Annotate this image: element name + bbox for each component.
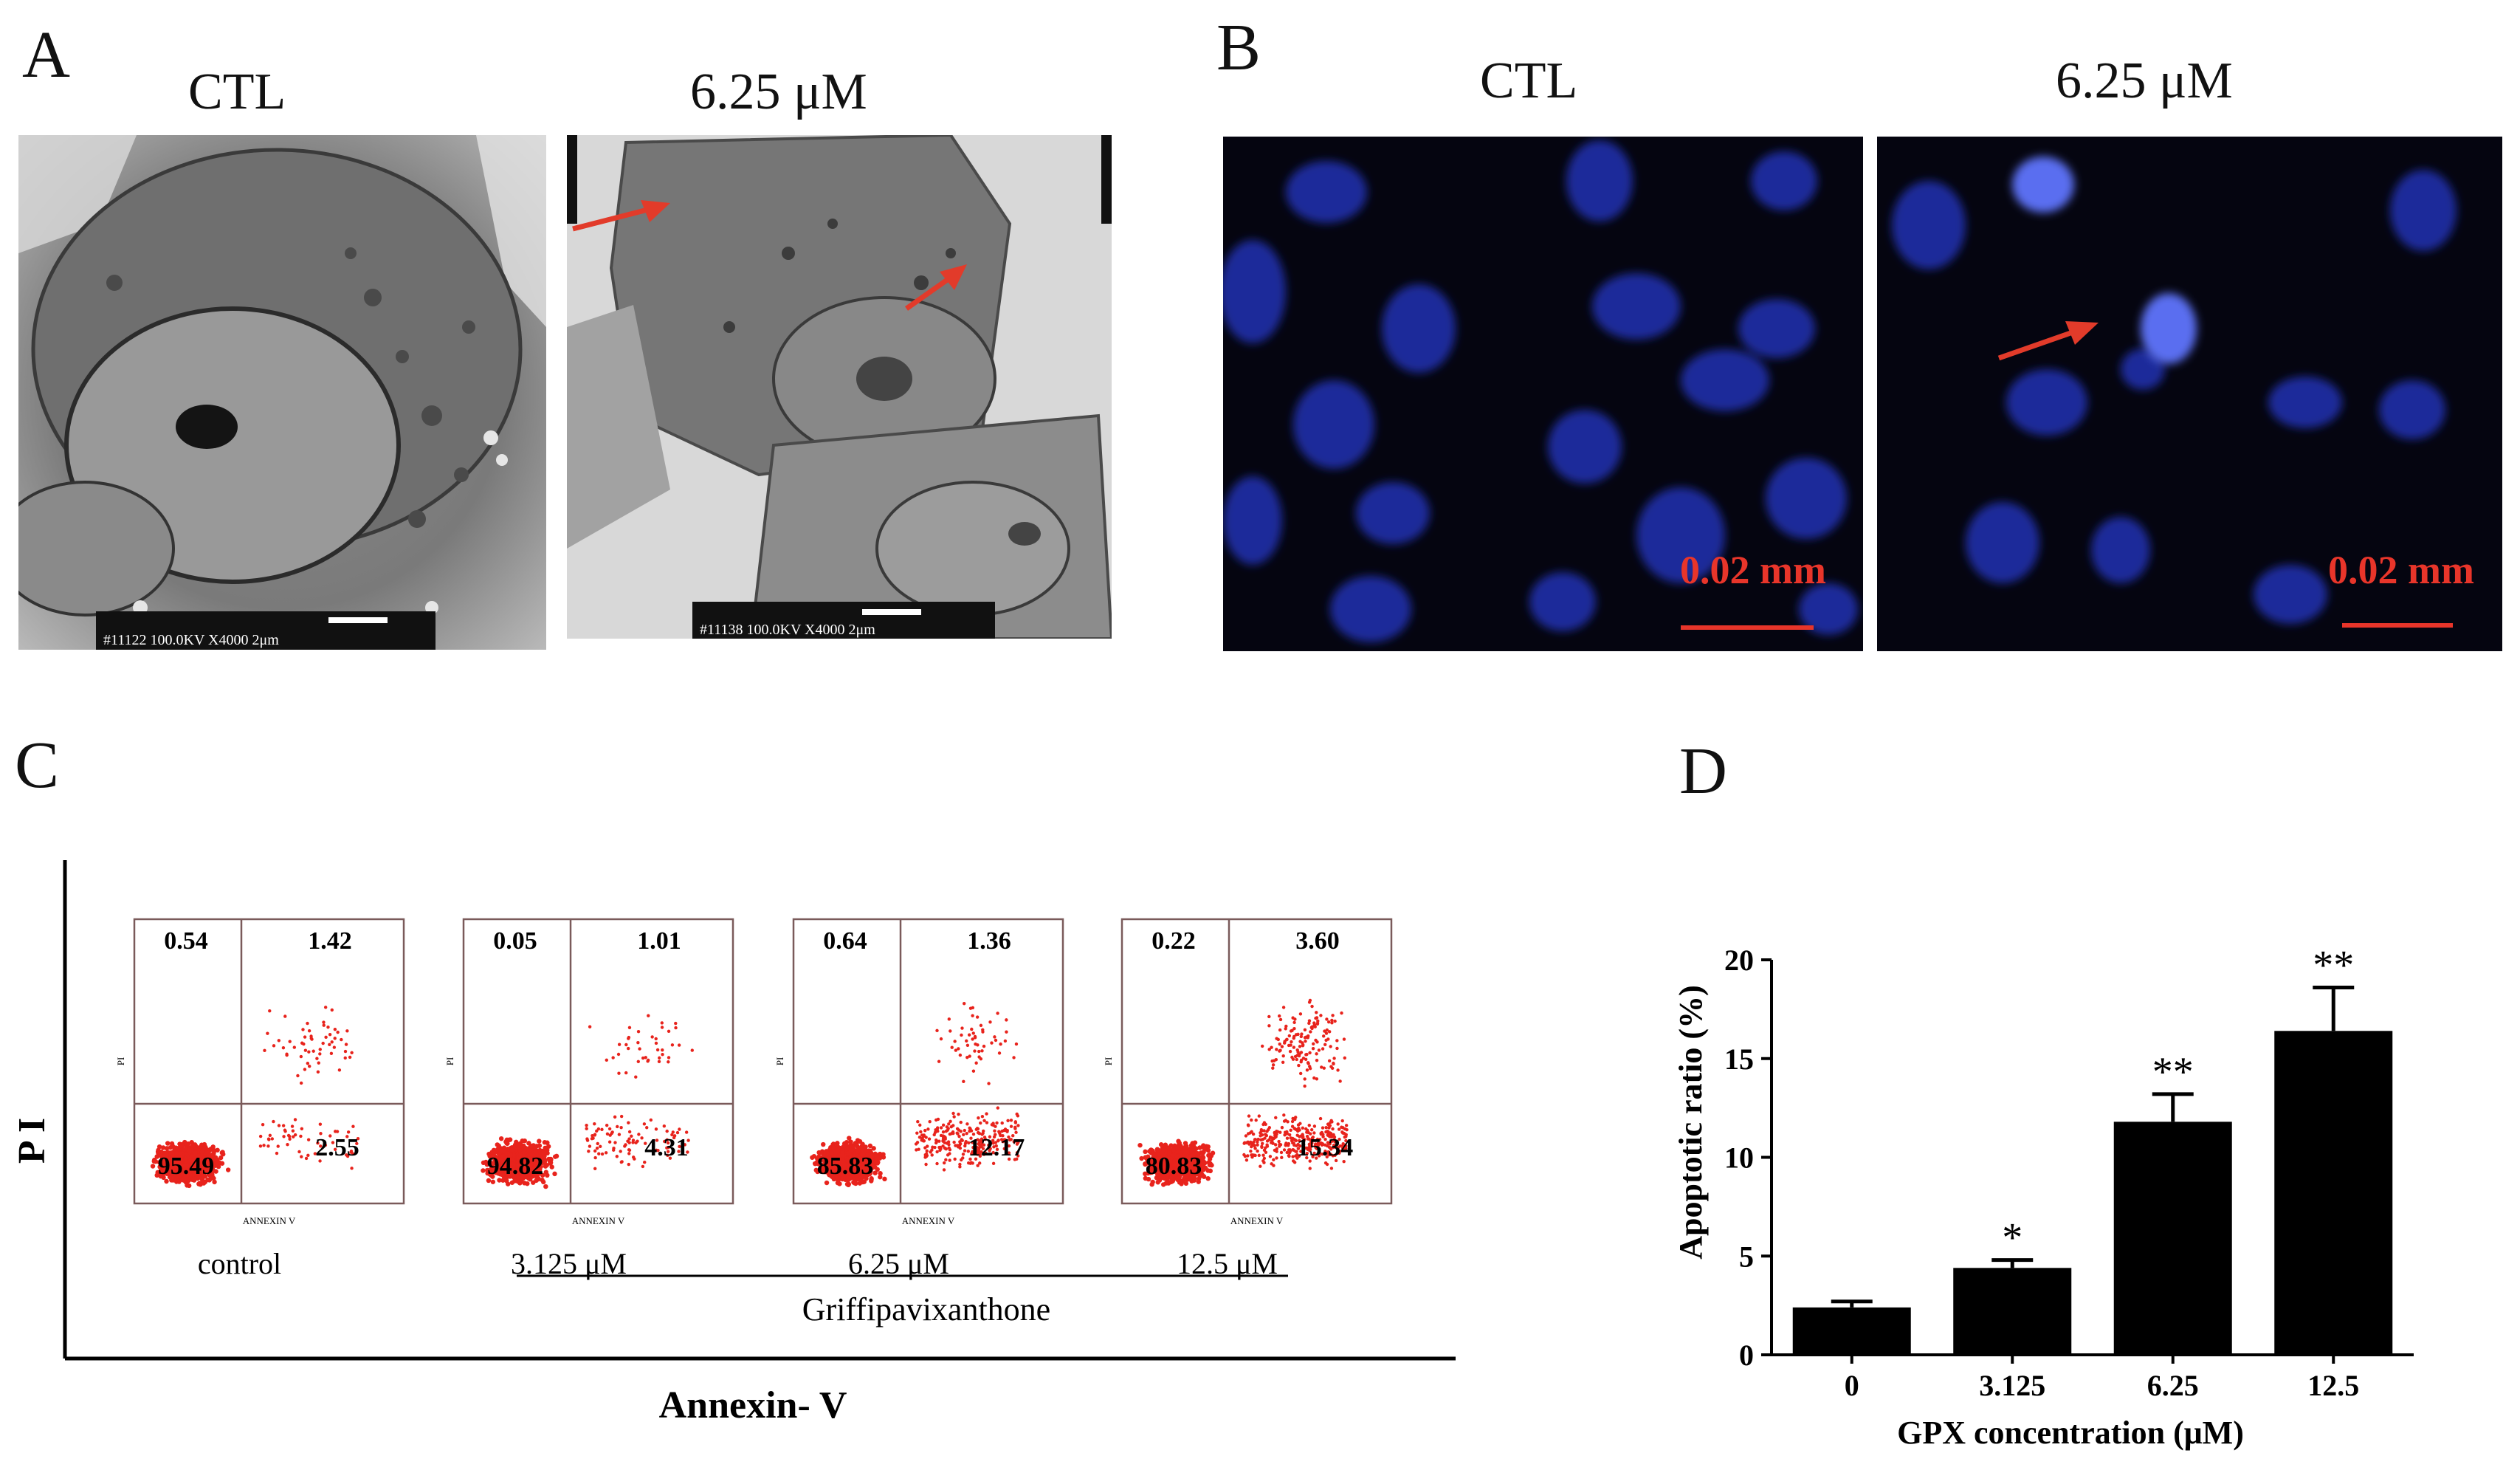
significance-marker: ** — [2313, 942, 2354, 988]
x-tick-label: 12.5 — [2307, 1369, 2359, 1402]
quadrant-value-ul: 0.54 — [164, 927, 208, 955]
bar — [2274, 1031, 2393, 1355]
panel-c-flow-cytometry: P I Annexin- V Griffipavixanthone ANNEXI… — [11, 860, 1456, 1426]
plot-frame — [462, 918, 734, 1205]
y-tick-label: 15 — [1724, 1043, 1754, 1076]
panel-b-title-treated: 6.25 μM — [2056, 52, 2233, 109]
quadrant-value-ul: 0.05 — [493, 927, 537, 955]
panel-a-stamp-treated: #11138 100.0KV X4000 2μm — [700, 622, 875, 638]
plot-axis-y-label: PI — [774, 1057, 785, 1066]
panel-c-x-label: Annexin- V — [659, 1384, 847, 1426]
plot-axis-x-label: ANNEXIN V — [572, 1215, 625, 1226]
x-tick-label: 3.125 — [1979, 1369, 2045, 1402]
panel-a-title-ctl: CTL — [188, 63, 286, 120]
plot-axis-y-label: PI — [115, 1057, 126, 1066]
quadrant-value-ll: 85.83 — [817, 1153, 874, 1180]
quadrant-value-ll: 94.82 — [487, 1153, 544, 1180]
panel-a-micrograph-ctl: #11122 100.0KV X4000 2μm — [18, 135, 546, 650]
quadrant-value-ul: 0.22 — [1151, 927, 1196, 955]
quadrant-value-lr: 4.31 — [644, 1134, 689, 1161]
y-tick-label: 0 — [1739, 1339, 1754, 1372]
quadrant-value-lr: 15.34 — [1297, 1134, 1354, 1161]
panel-a-letter: A — [22, 18, 70, 92]
quadrant-value-ur: 3.60 — [1295, 927, 1340, 955]
flow-plot: ANNEXIN V PI 0.22 3.60 80.83 15.34 12.5 μM — [1103, 918, 1393, 1280]
scatter-points — [1137, 998, 1349, 1187]
group-label: Griffipavixanthone — [802, 1291, 1050, 1328]
plot-frame — [1120, 918, 1393, 1205]
bar — [1953, 1268, 2072, 1355]
plot-frame — [792, 918, 1064, 1205]
flow-plot: ANNEXIN V PI 0.54 1.42 95.49 2.55 control — [115, 918, 405, 1280]
quadrant-value-ll: 80.83 — [1146, 1153, 1202, 1180]
panel-d-bar-chart: 0 5 10 15 20 0 3.125 * 6.25 ** 12.5 ** Apoptotic ra… — [1673, 942, 2414, 1451]
bar — [2113, 1122, 2232, 1355]
x-tick-label: 0 — [1845, 1369, 1859, 1402]
panel-a-stamp-ctl: #11122 100.0KV X4000 2μm — [103, 632, 279, 648]
plot-axis-x-label: ANNEXIN V — [243, 1215, 296, 1226]
quadrant-value-ur: 1.36 — [967, 927, 1011, 955]
plot-frame — [133, 918, 405, 1205]
plot-condition-label: 12.5 μM — [1177, 1247, 1278, 1280]
panel-d-letter: D — [1679, 735, 1727, 808]
scatter-points — [150, 1006, 360, 1189]
panel-b-scale-label-treated: 0.02 mm — [2328, 548, 2474, 592]
panel-b-fluorescence-treated: 0.02 mm — [1877, 137, 2502, 651]
x-tick-label: 6.25 — [2147, 1369, 2199, 1402]
quadrant-value-ur: 1.42 — [308, 927, 352, 955]
scatter-points — [810, 1002, 1020, 1188]
plot-axis-x-label: ANNEXIN V — [1230, 1215, 1284, 1226]
y-tick-label: 10 — [1724, 1141, 1754, 1175]
significance-marker: * — [2002, 1215, 2022, 1261]
panel-b-letter: B — [1216, 11, 1261, 84]
y-axis-label: Apoptotic ratio (%) — [1673, 985, 1709, 1260]
y-tick-label: 5 — [1739, 1240, 1754, 1273]
plot-condition-label: control — [198, 1247, 281, 1280]
panel-c-letter: C — [15, 729, 60, 802]
panel-c-y-label: P I — [11, 1118, 53, 1164]
x-axis-label: GPX concentration (μM) — [1897, 1415, 2244, 1451]
scatter-points — [481, 1014, 694, 1189]
significance-marker: ** — [2152, 1049, 2194, 1095]
plot-condition-label: 3.125 μM — [511, 1247, 627, 1280]
y-tick-label: 20 — [1724, 944, 1754, 977]
plot-axis-x-label: ANNEXIN V — [902, 1215, 955, 1226]
plot-axis-y-label: PI — [1103, 1057, 1114, 1066]
quadrant-value-ul: 0.64 — [823, 927, 867, 955]
panel-a-micrograph-treated: #11138 100.0KV X4000 2μm — [567, 135, 1112, 639]
plot-condition-label: 6.25 μM — [848, 1247, 949, 1280]
panel-b-scale-label-ctl: 0.02 mm — [1680, 548, 1826, 592]
plot-axis-y-label: PI — [444, 1057, 455, 1066]
quadrant-value-lr: 12.17 — [968, 1134, 1025, 1161]
panel-a-title-treated: 6.25 μM — [690, 63, 867, 120]
panel-b-fluorescence-ctl: 0.02 mm — [1223, 137, 1863, 651]
flow-plot: ANNEXIN V PI 0.64 1.36 85.83 12.17 6.25 μM — [774, 918, 1064, 1280]
flow-plot: ANNEXIN V PI 0.05 1.01 94.82 4.31 3.125 μM — [444, 918, 734, 1280]
quadrant-value-lr: 2.55 — [315, 1134, 359, 1161]
quadrant-value-ll: 95.49 — [158, 1153, 215, 1180]
quadrant-value-ur: 1.01 — [637, 927, 681, 955]
bar — [1792, 1307, 1911, 1355]
panel-b-title-ctl: CTL — [1480, 52, 1578, 109]
